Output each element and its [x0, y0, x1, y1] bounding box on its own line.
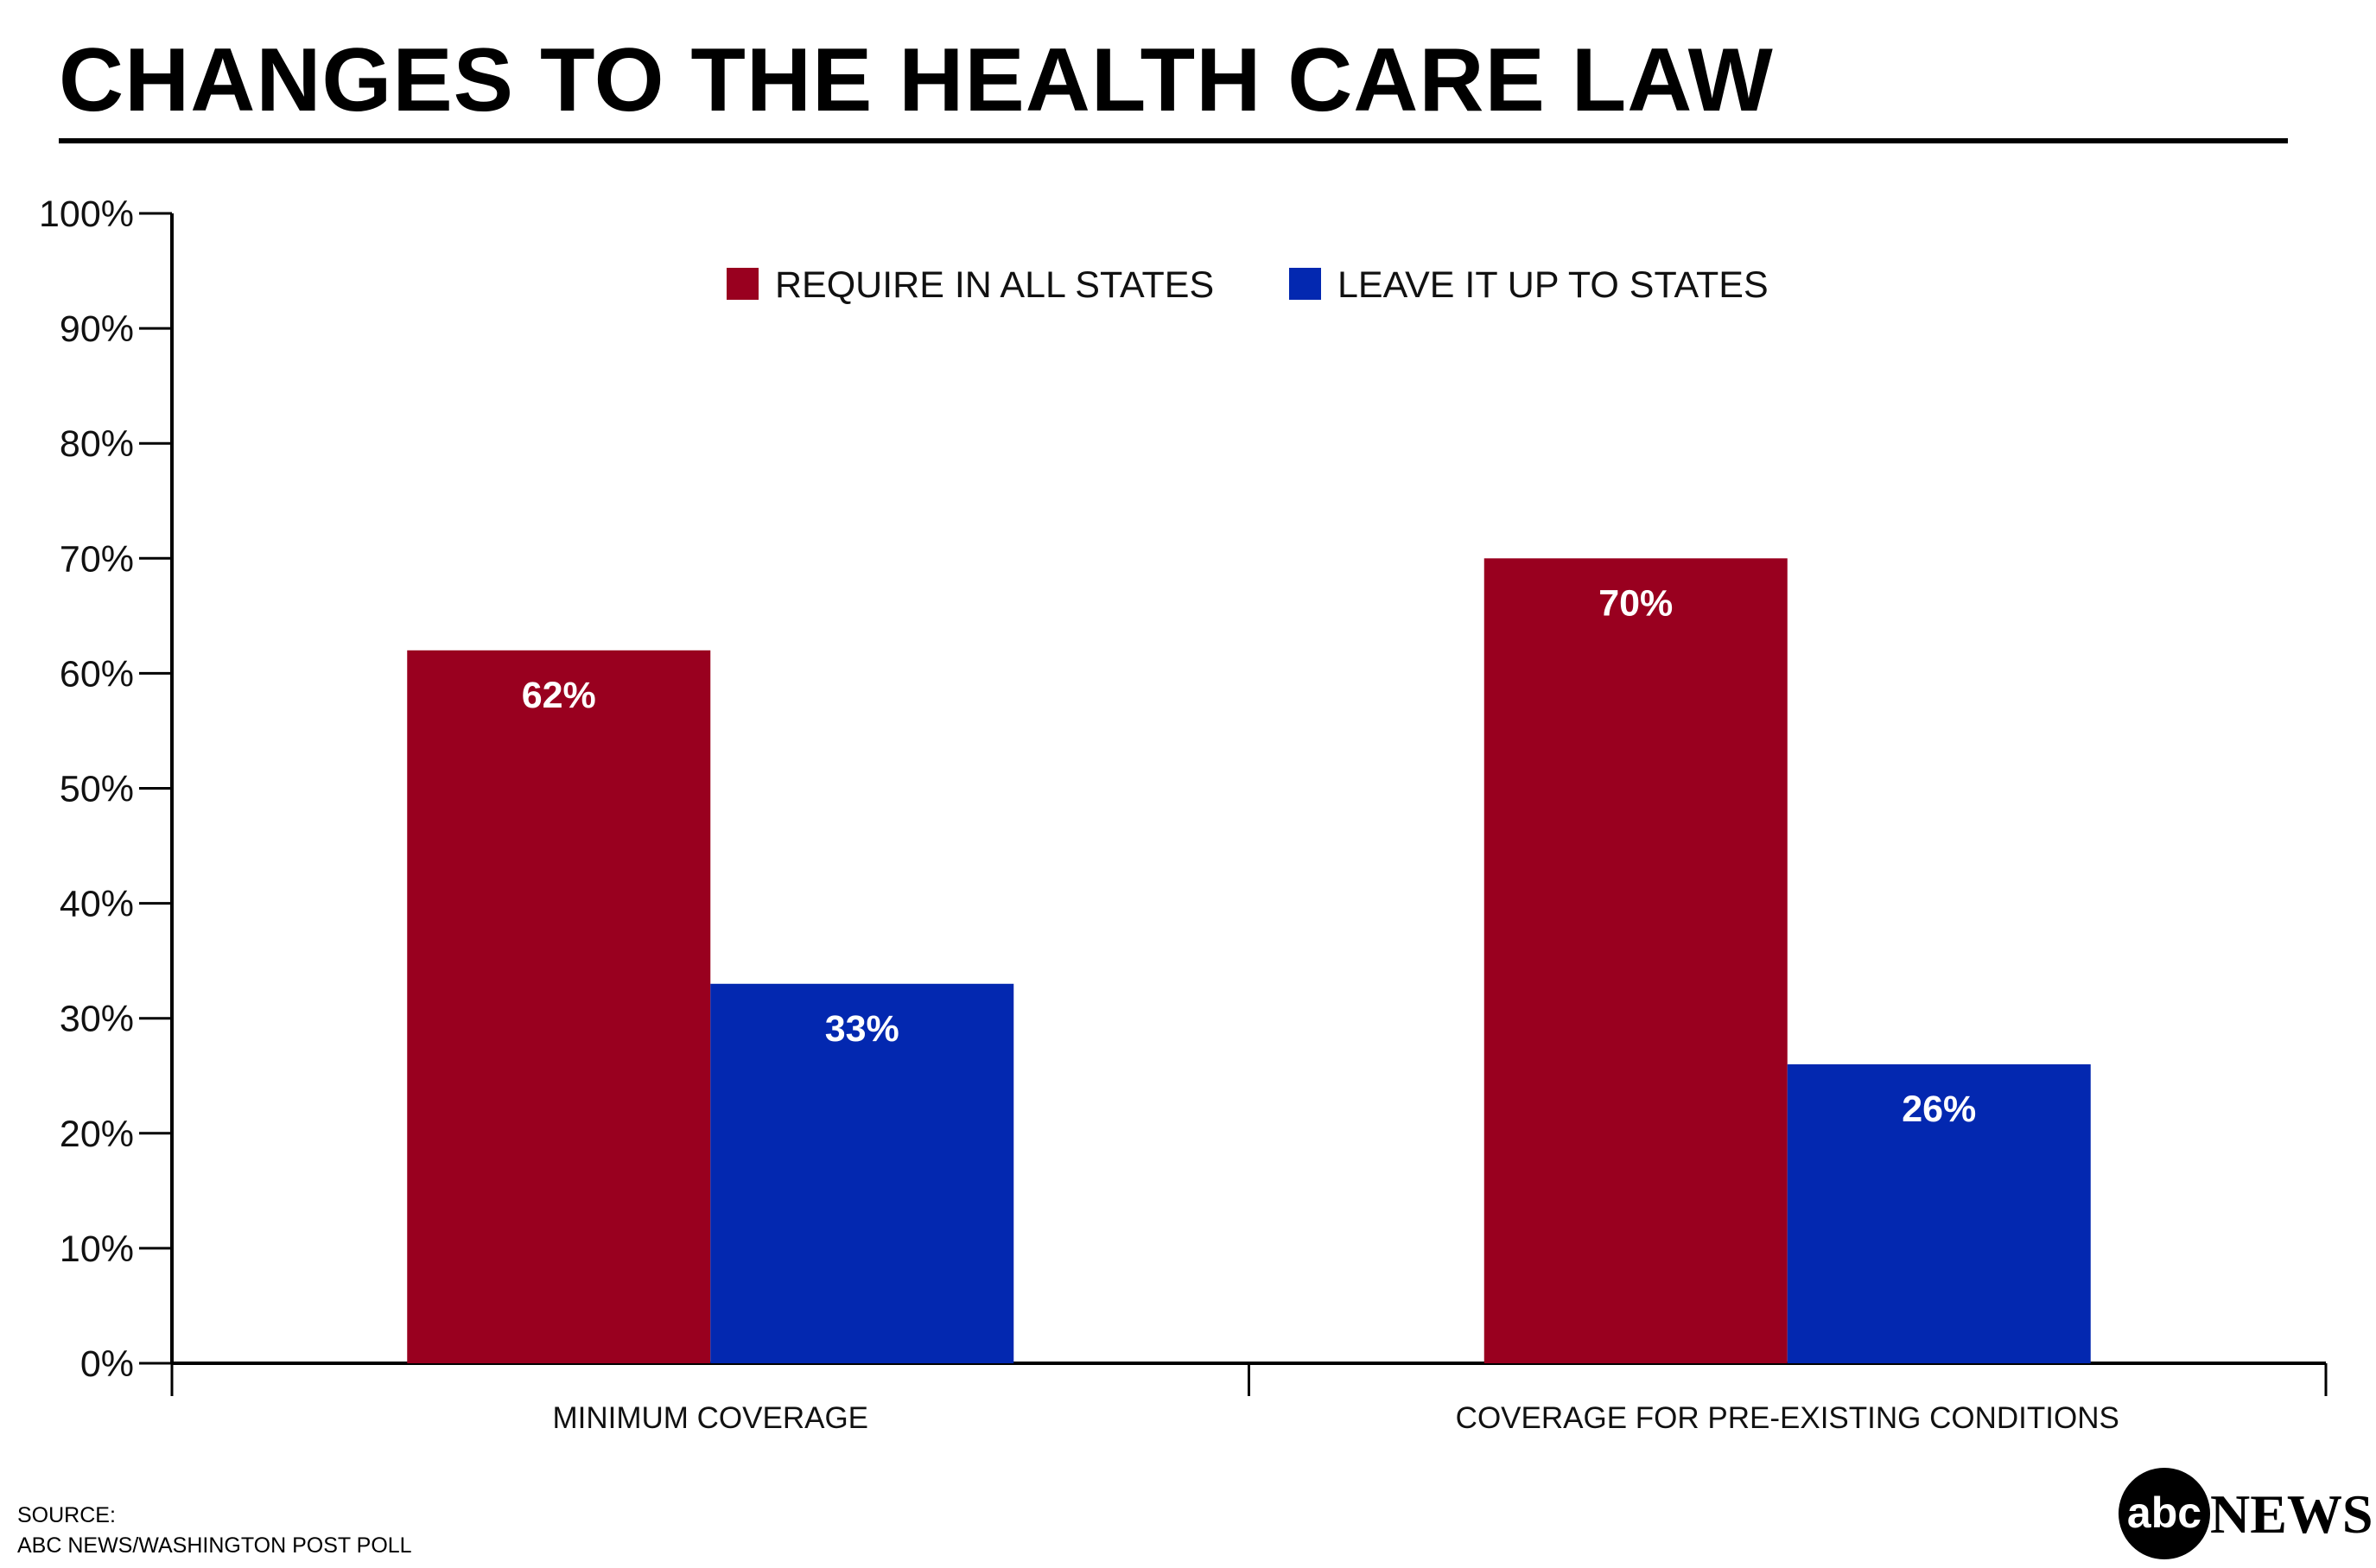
legend-swatch	[1289, 268, 1321, 300]
y-tick-label: 90%	[60, 308, 134, 350]
y-tick-label: 30%	[60, 999, 134, 1040]
bar-value-label: 70%	[1598, 582, 1673, 624]
chart-title: CHANGES TO THE HEALTH CARE LAW	[59, 30, 1774, 130]
bar-value-label: 62%	[522, 675, 596, 716]
abc-logo-text: abc	[2127, 1489, 2201, 1537]
abc-logo-circle	[2119, 1468, 2210, 1559]
y-tick-label: 20%	[60, 1114, 134, 1155]
y-tick-label: 100%	[39, 194, 134, 235]
y-tick-label: 10%	[60, 1228, 134, 1270]
bar-value-label: 26%	[1902, 1089, 1976, 1130]
legend-label: LEAVE IT UP TO STATES	[1337, 264, 1769, 306]
legend-swatch	[727, 268, 759, 300]
y-tick-label: 80%	[60, 423, 134, 465]
y-tick-label: 70%	[60, 538, 134, 580]
legend: REQUIRE IN ALL STATES LEAVE IT UP TO STAT…	[727, 264, 1769, 306]
bar	[1787, 1063, 2091, 1363]
source-label: SOURCE:	[17, 1503, 116, 1527]
x-category-label: COVERAGE FOR PRE-EXISTING CONDITIONS	[1456, 1401, 2119, 1435]
legend-label: REQUIRE IN ALL STATES	[775, 264, 1214, 306]
abc-news-logo: abc NEWS	[2119, 1468, 2373, 1559]
bar	[710, 983, 1014, 1363]
x-category-label: MINIMUM COVERAGE	[552, 1401, 868, 1435]
x-axis: MINIMUM COVERAGE COVERAGE FOR PRE-EXISTIN…	[170, 1362, 2328, 1435]
y-tick-label: 40%	[60, 884, 134, 925]
source-text: ABC NEWS/WASHINGTON POST POLL	[17, 1533, 412, 1558]
bars: 62% 33% 70% 26%	[407, 558, 2091, 1363]
bar	[1483, 558, 1788, 1363]
y-axis: 0% 10% 20% 30% 40% 50% 60% 70% 80% 90% 100%	[39, 194, 174, 1385]
bar	[407, 650, 711, 1363]
news-logo-text: NEWS	[2210, 1483, 2373, 1545]
y-tick-label: 0%	[80, 1343, 134, 1385]
y-tick-label: 60%	[60, 653, 134, 695]
y-tick-label: 50%	[60, 769, 134, 810]
bar-value-label: 33%	[825, 1008, 899, 1050]
